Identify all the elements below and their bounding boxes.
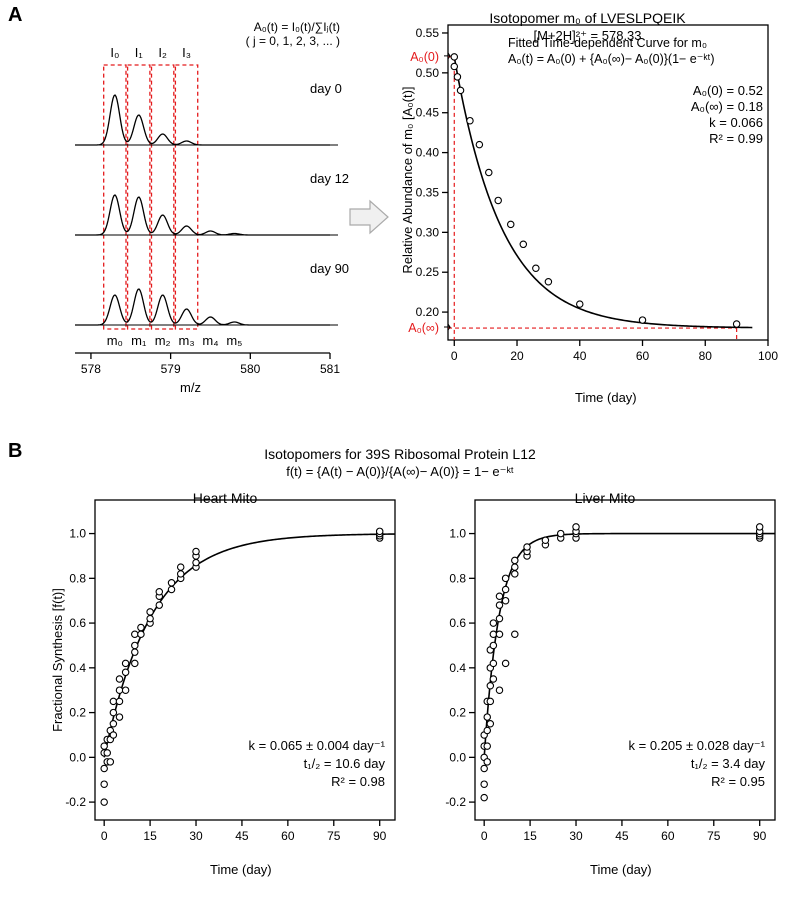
panelb-y-label: Fractional Synthesis [f(t)]	[50, 530, 65, 790]
svg-text:day 12: day 12	[310, 171, 349, 186]
svg-text:I₂: I₂	[158, 45, 167, 60]
svg-text:45: 45	[615, 829, 629, 843]
liver-region: Liver Mito 0153045607590-0.20.00.20.40.6…	[420, 490, 790, 890]
svg-text:m₄: m₄	[202, 333, 218, 348]
svg-text:A₀(∞) = 0.18: A₀(∞) = 0.18	[691, 99, 763, 114]
svg-text:0.55: 0.55	[416, 26, 440, 40]
decay-chart: 0 20 40 60 80 100 0.20 0.25 0.30 0.35 0.40 0.45 0.50…	[390, 10, 785, 370]
svg-text:0: 0	[481, 829, 488, 843]
svg-text:1.0: 1.0	[69, 527, 86, 541]
svg-text:-0.2: -0.2	[445, 795, 466, 809]
svg-text:0.4: 0.4	[69, 661, 86, 675]
svg-text:15: 15	[523, 829, 537, 843]
heart-chart: 0 15 30 45 60 75 90 -0.2 0.0 0.2 0.4 0.6 0.8 1.0 k = 0…	[40, 490, 410, 850]
svg-text:0.2: 0.2	[449, 706, 466, 720]
panel-b-label: B	[8, 440, 22, 463]
svg-text:-0.2: -0.2	[65, 795, 86, 809]
svg-text:I₁: I₁	[135, 45, 144, 60]
svg-text:R² = 0.98: R² = 0.98	[331, 774, 385, 789]
svg-text:0.0: 0.0	[449, 750, 466, 764]
svg-text:m₀: m₀	[107, 333, 123, 348]
svg-text:578: 578	[81, 362, 101, 376]
svg-text:k = 0.065 ± 0.004 day⁻¹: k = 0.065 ± 0.004 day⁻¹	[249, 738, 386, 753]
svg-text:0.30: 0.30	[416, 225, 440, 239]
svg-text:m₃: m₃	[179, 333, 195, 348]
svg-text:60: 60	[281, 829, 295, 843]
heart-region: Heart Mito 0153045607590-0.20.00.20.40.6…	[40, 490, 410, 890]
svg-text:20: 20	[510, 349, 524, 363]
decay-x-label: Time (day)	[575, 390, 637, 405]
svg-text:t₁/₂ = 10.6 day: t₁/₂ = 10.6 day	[304, 756, 386, 771]
arrow-icon	[348, 195, 392, 239]
svg-text:k = 0.066: k = 0.066	[709, 115, 763, 130]
svg-text:R² = 0.95: R² = 0.95	[711, 774, 765, 789]
heart-x-label: Time (day)	[210, 862, 272, 877]
svg-text:60: 60	[636, 349, 650, 363]
svg-text:A₀(t) = A₀(0) + {A₀(∞)− A₀(0)}: A₀(t) = A₀(0) + {A₀(∞)− A₀(0)}(1− e⁻ᵏᵗ)	[508, 52, 715, 66]
spectra-x-label: m/z	[180, 380, 201, 395]
svg-text:0.20: 0.20	[416, 305, 440, 319]
panel-a-label: A	[8, 4, 22, 27]
svg-text:m₅: m₅	[226, 333, 242, 348]
svg-text:0.50: 0.50	[416, 66, 440, 80]
svg-text:m₁: m₁	[131, 333, 147, 348]
svg-text:day 0: day 0	[310, 81, 342, 96]
spectra-region: A₀(t) = I₀(t)/∑Iⱼ(t) ( j = 0, 1, 2, 3, .…	[40, 20, 350, 410]
panelb-title1: Isotopomers for 39S Ribosomal Protein L1…	[100, 446, 700, 462]
svg-text:0.4: 0.4	[449, 661, 466, 675]
svg-text:40: 40	[573, 349, 587, 363]
svg-text:0: 0	[101, 829, 108, 843]
panelb-title-block: Isotopomers for 39S Ribosomal Protein L1…	[100, 446, 700, 480]
svg-text:90: 90	[373, 829, 387, 843]
svg-text:I₃: I₃	[182, 45, 191, 60]
svg-text:Fitted Time-dependent Curve fo: Fitted Time-dependent Curve for m₀	[508, 36, 707, 50]
svg-text:A₀(0) = 0.52: A₀(0) = 0.52	[693, 83, 763, 98]
svg-text:80: 80	[699, 349, 713, 363]
svg-text:581: 581	[320, 362, 340, 376]
svg-text:k = 0.205 ± 0.028 day⁻¹: k = 0.205 ± 0.028 day⁻¹	[629, 738, 766, 753]
svg-text:A₀(∞): A₀(∞)	[408, 321, 439, 335]
svg-text:t₁/₂ = 3.4 day: t₁/₂ = 3.4 day	[691, 756, 766, 771]
spectra-chart: I₀ I₁ I₂ I₃ day 0 day 12 day 90 m₀ m₁ m₂ m₃ m₄ m₅ 578…	[40, 20, 350, 400]
svg-text:75: 75	[707, 829, 721, 843]
svg-text:0.0: 0.0	[69, 750, 86, 764]
panelb-title2: f(t) = {A(t) − A(0)}/{A(∞)− A(0)} = 1− e…	[100, 464, 700, 480]
svg-text:30: 30	[569, 829, 583, 843]
svg-text:579: 579	[161, 362, 181, 376]
svg-text:100: 100	[758, 349, 778, 363]
svg-text:0.8: 0.8	[69, 571, 86, 585]
svg-text:m₂: m₂	[155, 333, 171, 348]
svg-text:1.0: 1.0	[449, 527, 466, 541]
svg-text:0.6: 0.6	[449, 616, 466, 630]
svg-text:day 90: day 90	[310, 261, 349, 276]
svg-text:580: 580	[240, 362, 260, 376]
svg-text:0.25: 0.25	[416, 265, 440, 279]
decay-region: Isotopomer m₀ of LVESLPQEIK [M+2H]²⁺ = 5…	[390, 10, 785, 410]
svg-text:0.6: 0.6	[69, 616, 86, 630]
svg-text:0.35: 0.35	[416, 185, 440, 199]
svg-text:15: 15	[143, 829, 157, 843]
svg-text:90: 90	[753, 829, 767, 843]
svg-text:75: 75	[327, 829, 341, 843]
liver-x-label: Time (day)	[590, 862, 652, 877]
svg-text:R² = 0.99: R² = 0.99	[709, 131, 763, 146]
svg-text:0.2: 0.2	[69, 706, 86, 720]
svg-text:0.40: 0.40	[416, 146, 440, 160]
svg-text:0.8: 0.8	[449, 571, 466, 585]
svg-text:45: 45	[235, 829, 249, 843]
svg-text:60: 60	[661, 829, 675, 843]
svg-text:30: 30	[189, 829, 203, 843]
svg-text:0: 0	[451, 349, 458, 363]
decay-y-label: Relative Abundance of m₀ [A₀(t)]	[400, 40, 415, 320]
svg-text:I₀: I₀	[110, 45, 119, 60]
svg-text:0.45: 0.45	[416, 106, 440, 120]
liver-chart: 0 15 30 45 60 75 90 -0.2 0.0 0.2 0.4 0.6 0.8 1.0 k = 0…	[420, 490, 790, 850]
